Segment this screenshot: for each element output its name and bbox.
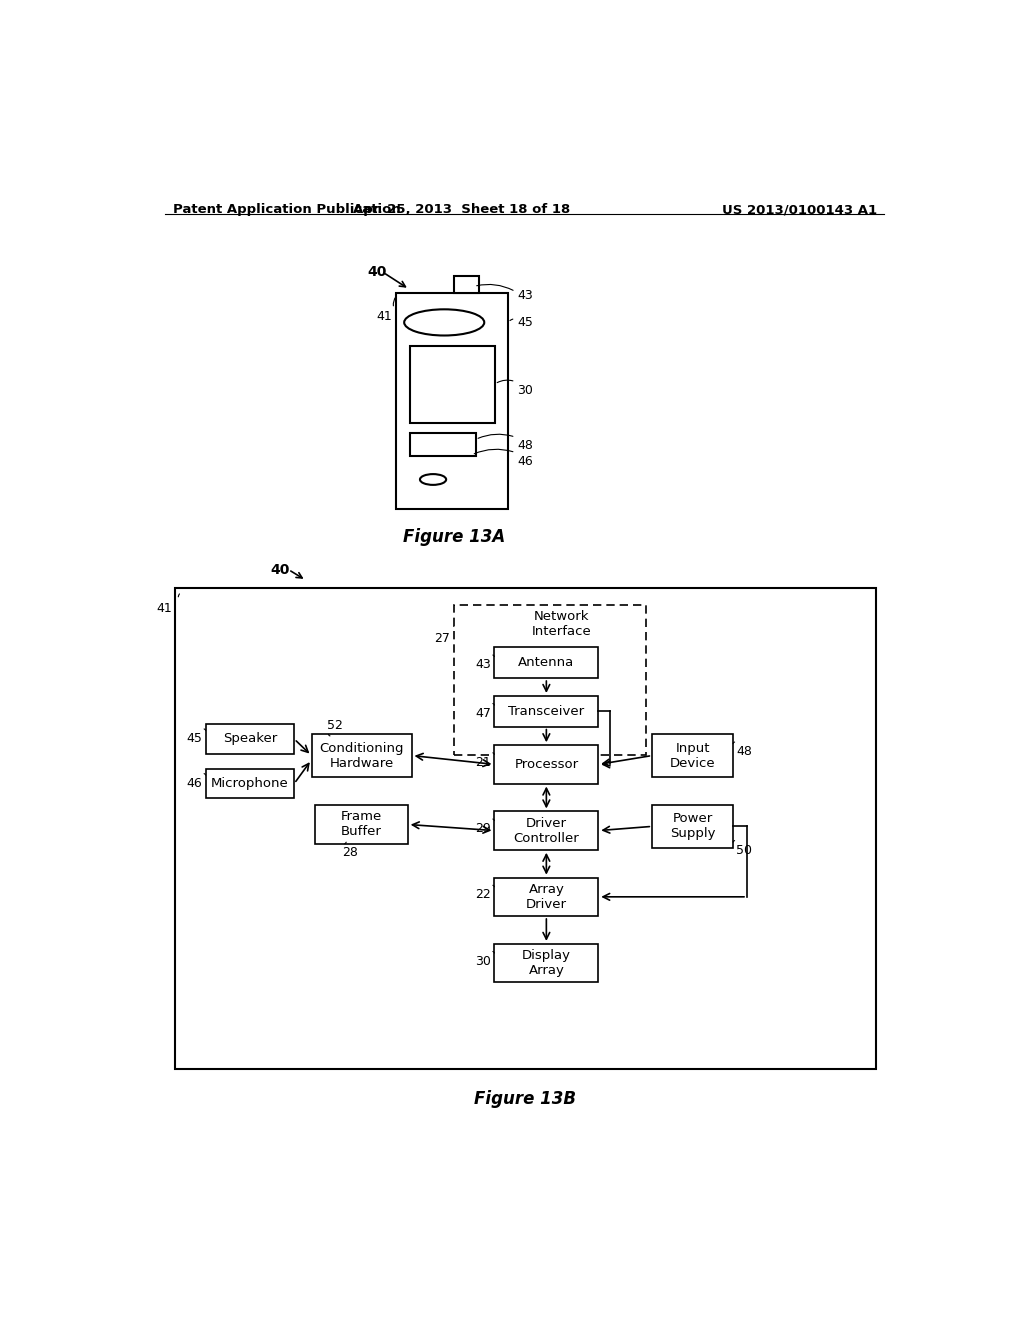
- Text: 29: 29: [475, 822, 492, 836]
- Text: 50: 50: [736, 843, 753, 857]
- Text: Processor: Processor: [514, 758, 579, 771]
- Text: 28: 28: [342, 846, 358, 859]
- Text: Figure 13B: Figure 13B: [474, 1090, 575, 1107]
- Bar: [495, 647, 598, 678]
- Ellipse shape: [420, 474, 446, 484]
- Text: US 2013/0100143 A1: US 2013/0100143 A1: [722, 203, 878, 216]
- Text: 46: 46: [186, 776, 203, 789]
- Bar: [495, 878, 598, 916]
- Ellipse shape: [404, 309, 484, 335]
- Bar: [175, 589, 876, 1069]
- Text: Figure 13A: Figure 13A: [402, 528, 505, 546]
- Text: Frame
Buffer: Frame Buffer: [341, 810, 382, 838]
- Text: 48: 48: [736, 744, 752, 758]
- Text: 30: 30: [517, 384, 532, 397]
- Text: 22: 22: [475, 888, 492, 902]
- Text: 47: 47: [475, 706, 492, 719]
- Bar: [455, 276, 479, 293]
- Bar: [454, 605, 646, 755]
- Text: Power
Supply: Power Supply: [670, 812, 716, 841]
- Text: 46: 46: [517, 455, 532, 467]
- Bar: [206, 725, 294, 754]
- Text: 52: 52: [327, 719, 343, 733]
- Text: Speaker: Speaker: [223, 733, 278, 746]
- Text: 43: 43: [475, 659, 492, 671]
- Bar: [495, 944, 598, 982]
- Text: Input
Device: Input Device: [670, 742, 716, 770]
- Text: Network
Interface: Network Interface: [531, 610, 592, 638]
- Bar: [495, 812, 598, 850]
- Text: 30: 30: [475, 954, 492, 968]
- Text: 41: 41: [377, 310, 392, 323]
- Text: Apr. 25, 2013  Sheet 18 of 18: Apr. 25, 2013 Sheet 18 of 18: [353, 203, 570, 216]
- Bar: [396, 293, 508, 508]
- Bar: [652, 805, 733, 847]
- Text: Microphone: Microphone: [211, 777, 289, 791]
- Bar: [315, 805, 408, 843]
- Bar: [495, 696, 598, 726]
- Bar: [206, 770, 294, 799]
- Text: 40: 40: [368, 264, 387, 279]
- Text: 21: 21: [475, 756, 492, 770]
- Text: 48: 48: [517, 440, 532, 453]
- Text: Array
Driver: Array Driver: [526, 883, 567, 911]
- Text: Display
Array: Display Array: [522, 949, 570, 977]
- Text: 27: 27: [434, 632, 451, 645]
- Text: Patent Application Publication: Patent Application Publication: [173, 203, 400, 216]
- Text: 43: 43: [517, 289, 532, 302]
- Text: Transceiver: Transceiver: [508, 705, 585, 718]
- Text: 40: 40: [270, 562, 290, 577]
- Bar: [495, 744, 598, 784]
- Text: 45: 45: [517, 317, 532, 329]
- Text: Conditioning
Hardware: Conditioning Hardware: [319, 742, 403, 770]
- Text: 45: 45: [186, 733, 203, 744]
- Text: Driver
Controller: Driver Controller: [513, 817, 580, 845]
- Bar: [652, 734, 733, 776]
- Text: Antenna: Antenna: [518, 656, 574, 669]
- Bar: [311, 734, 412, 776]
- Bar: [410, 433, 475, 457]
- Text: 41: 41: [157, 602, 172, 615]
- Bar: [410, 346, 495, 422]
